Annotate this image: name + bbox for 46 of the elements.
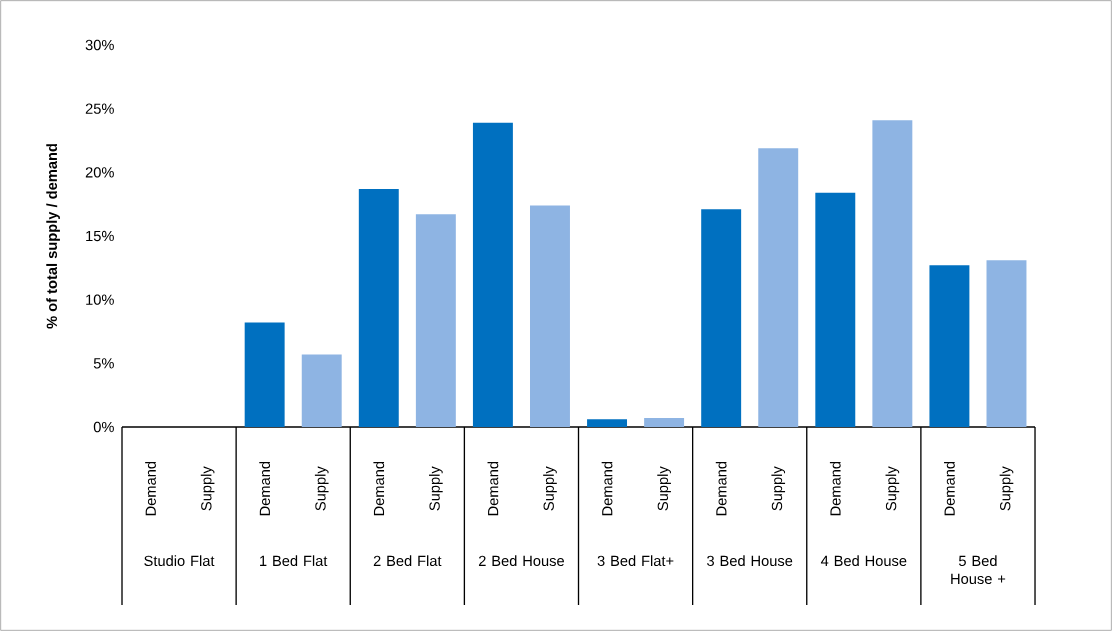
x-tick-label: Demand <box>601 461 613 516</box>
y-tick-label: 15% <box>86 230 114 242</box>
y-tick-label: 10% <box>86 294 114 305</box>
bar <box>587 419 628 427</box>
x-tick-label: Demand <box>944 461 955 516</box>
bar <box>530 205 570 427</box>
text: 3 Bed House <box>707 555 793 567</box>
text: Studio Flat <box>144 555 215 567</box>
x-tick-label: Supply <box>314 466 329 511</box>
bar <box>872 120 913 427</box>
bar <box>244 322 285 427</box>
bar <box>644 418 685 427</box>
bar <box>472 122 513 427</box>
y-tick-label: 0% <box>93 421 114 433</box>
x-tick-label: Demand <box>145 461 156 516</box>
x-tick-label: Supply <box>429 466 443 511</box>
x-tick-label: Demand <box>487 461 499 516</box>
text: 4 Bed House <box>820 555 907 567</box>
y-tick-label: 30% <box>85 39 114 51</box>
x-tick-label: Supply <box>999 466 1014 511</box>
x-tick-label: Demand <box>829 461 841 516</box>
x-tick-label: Supply <box>771 466 786 511</box>
y-tick-label: 5% <box>93 358 114 369</box>
x-tick-label: Supply <box>543 466 557 511</box>
bar <box>701 209 742 427</box>
bar <box>815 192 856 427</box>
bar <box>358 188 399 427</box>
text: 1 Bed Flat <box>260 555 328 567</box>
x-tick-label: Supply <box>885 466 900 511</box>
x-tick-label: Demand <box>373 461 385 516</box>
y-axis-title: % of total supply / demand <box>46 144 60 329</box>
bar <box>986 260 1027 427</box>
y-tick-label: 20% <box>85 167 114 178</box>
y-tick-label: 25% <box>85 103 114 114</box>
x-tick-label: Demand <box>715 461 727 516</box>
x-tick-label: Supply <box>200 466 215 511</box>
text: 2 Bed House <box>478 555 564 567</box>
bar <box>758 148 799 427</box>
bar <box>929 265 970 427</box>
text: 3 Bed Flat+ <box>597 555 674 567</box>
bar <box>301 354 342 427</box>
text: 5 Bed House + <box>951 555 1006 585</box>
x-tick-label: Demand <box>259 461 271 516</box>
text: 2 Bed Flat <box>373 555 442 567</box>
x-tick-label: Supply <box>657 466 671 511</box>
bar <box>415 214 456 427</box>
